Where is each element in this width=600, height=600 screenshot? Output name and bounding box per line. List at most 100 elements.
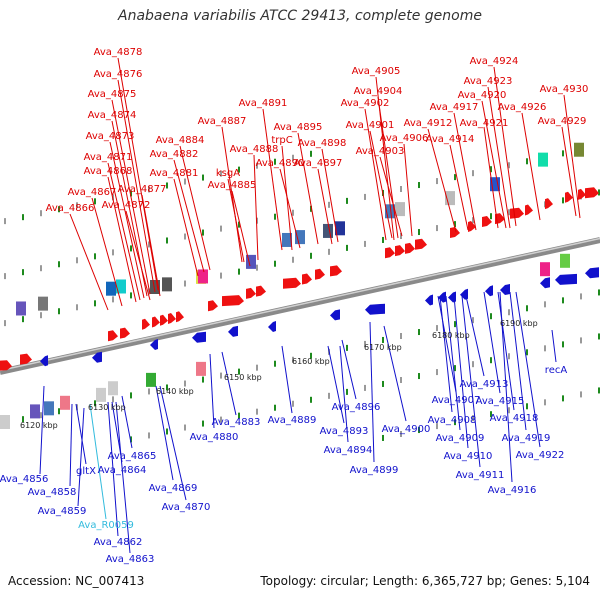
track-tick xyxy=(94,400,96,407)
forward-gene-arrow xyxy=(565,191,573,203)
track-tick xyxy=(130,190,132,197)
forward-gene-arrow xyxy=(246,287,256,299)
track-tick xyxy=(454,321,456,328)
gene-label: Ava_4868 xyxy=(84,166,133,177)
forward-gene-arrow xyxy=(330,265,342,277)
track-tick xyxy=(274,404,276,411)
track-tick xyxy=(400,186,402,192)
reverse-gene-arrow xyxy=(500,284,510,295)
gene-label: Ava_4875 xyxy=(88,89,137,100)
feature-box xyxy=(540,262,550,277)
leader-line xyxy=(383,325,407,422)
track-tick xyxy=(22,269,24,276)
track-tick xyxy=(508,162,510,169)
track-tick xyxy=(40,412,42,419)
track-tick xyxy=(472,415,474,422)
forward-gene-arrow xyxy=(510,207,524,219)
track-tick xyxy=(490,213,492,220)
track-tick xyxy=(346,197,348,204)
gene-label: Ava_4904 xyxy=(354,86,403,97)
track-tick xyxy=(436,178,438,185)
leader-line xyxy=(111,401,123,463)
reverse-gene-arrow xyxy=(330,309,340,321)
leader-line xyxy=(121,395,133,449)
track-tick xyxy=(382,434,384,441)
track-tick xyxy=(274,360,276,367)
leader-line xyxy=(339,345,349,443)
track-tick xyxy=(58,408,60,415)
track-tick xyxy=(508,309,510,316)
gene-label: Ava_4913 xyxy=(460,379,509,390)
leader-line xyxy=(39,385,45,475)
track-tick xyxy=(292,400,294,407)
gene-label: Ava_4911 xyxy=(456,470,505,481)
track-tick xyxy=(94,198,96,205)
feature-box xyxy=(246,254,256,269)
leader-line xyxy=(209,353,215,429)
gene-label: Ava_4893 xyxy=(320,426,369,437)
track-tick xyxy=(310,252,312,259)
gene-labels[interactable]: Ava_4878 Ava_4876 Ava_4875 Ava_4874 Ava_4873… xyxy=(0,47,588,565)
forward-gene-arrow xyxy=(482,215,492,227)
feature-box xyxy=(445,191,455,206)
track-tick xyxy=(490,411,492,418)
track-tick xyxy=(94,253,96,260)
forward-gene-arrow xyxy=(385,247,395,259)
feature-box xyxy=(335,221,345,236)
gene-label: Ava_4916 xyxy=(488,485,537,496)
feature-box xyxy=(323,223,333,238)
forward-gene-arrow xyxy=(415,238,427,250)
gene-label: Ava_4880 xyxy=(190,432,239,443)
leader-line xyxy=(551,329,557,363)
forward-gene-arrow xyxy=(142,318,150,330)
leader-line xyxy=(364,108,387,241)
track-tick xyxy=(580,391,582,398)
forward-gene-arrow xyxy=(20,353,32,365)
track-tick xyxy=(454,174,456,181)
track-tick xyxy=(4,320,6,327)
track-tick xyxy=(436,369,438,376)
track-tick xyxy=(490,357,492,364)
gene-label: Ava_4873 xyxy=(86,131,135,142)
track-tick xyxy=(418,427,420,434)
track-tick xyxy=(400,377,402,383)
track-tick xyxy=(148,186,150,193)
gene-label: Ava_4890 xyxy=(256,158,305,169)
track-tick xyxy=(112,396,114,403)
gene-label: Ava_4920 xyxy=(458,90,507,101)
gene-label: Ava_4929 xyxy=(538,116,587,127)
track-tick xyxy=(472,361,474,368)
genome-backbone xyxy=(0,237,600,375)
track-tick xyxy=(130,392,132,399)
gene-features[interactable] xyxy=(0,142,599,429)
leader-line xyxy=(445,295,461,431)
track-tick xyxy=(112,296,114,303)
kbp-mark: 6180 kbp xyxy=(432,331,470,340)
leader-line xyxy=(453,112,477,231)
track-tick xyxy=(130,292,132,299)
gene-label: trpC xyxy=(271,135,292,146)
track-tick xyxy=(598,189,600,196)
gene-label: Ava_4919 xyxy=(502,433,551,444)
track-tick xyxy=(76,304,78,311)
gene-label: Ava_4871 xyxy=(84,152,133,163)
leader-line xyxy=(483,291,501,394)
track-tick xyxy=(346,388,348,395)
track-tick xyxy=(562,341,564,348)
gene-label: Ava_4891 xyxy=(239,98,288,109)
track-tick xyxy=(418,229,420,236)
gene-label: Ava_4918 xyxy=(490,413,539,424)
gene-label: Ava_4908 xyxy=(428,415,477,426)
gene-label: Ava_4905 xyxy=(352,66,401,77)
gene-label: gltX xyxy=(76,466,96,477)
leader-line xyxy=(159,385,187,501)
track-tick xyxy=(22,416,24,423)
track-tick xyxy=(526,158,528,165)
forward-gene-arrow xyxy=(468,221,476,233)
gene-label: Ava_4922 xyxy=(516,450,565,461)
gene-label: Ava_4878 xyxy=(94,47,143,58)
track-tick xyxy=(256,364,258,371)
track-tick xyxy=(292,256,294,263)
track-tick xyxy=(4,273,6,280)
